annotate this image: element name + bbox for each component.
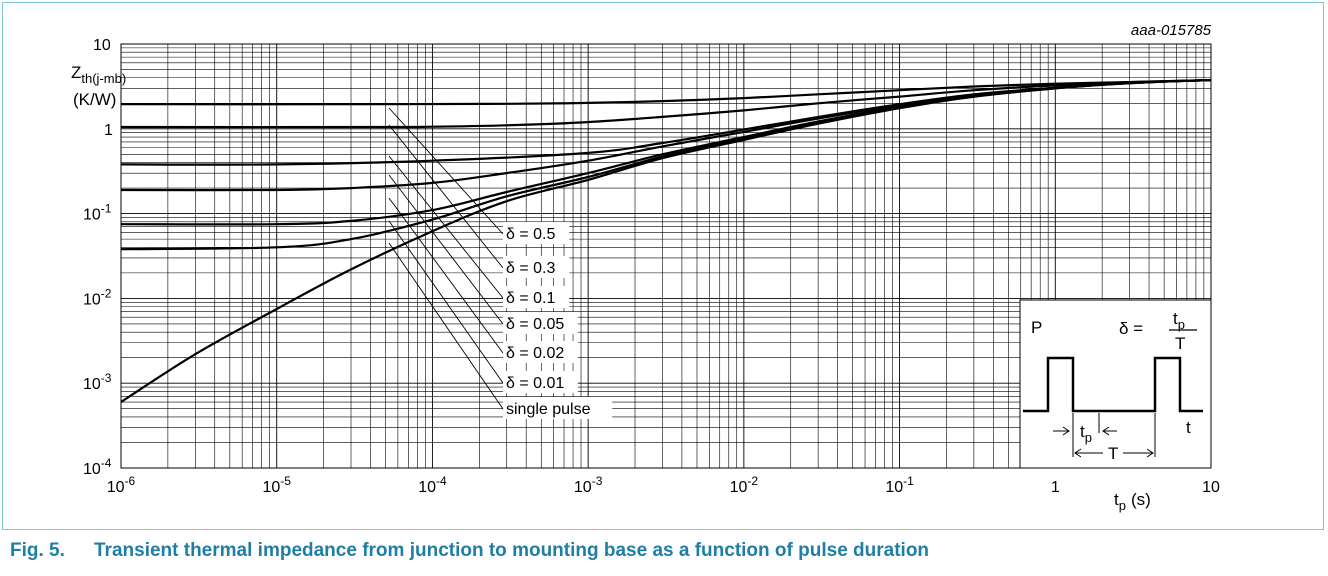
series-label: δ = 0.05 (506, 316, 564, 333)
chart: 10-6 10-5 10-4 10-3 10-2 10-1 1 10 10-4 10-3 10-2… (71, 22, 1220, 513)
series-label-bg (503, 286, 570, 308)
inset-period-arrow-left (1074, 448, 1103, 458)
y-tick-label: 10-3 (83, 371, 112, 393)
figure-number: Fig. 5. (10, 540, 65, 561)
leader-line (388, 197, 504, 354)
inset-tp-arrow-right (1102, 426, 1117, 436)
inset-p-label: P (1031, 318, 1042, 337)
leader-line (388, 220, 504, 384)
x-tick-label: 10-6 (107, 474, 136, 496)
x-tick-label: 10-5 (262, 474, 291, 496)
y-tick-label: 10-1 (83, 202, 112, 224)
series-label: δ = 0.5 (506, 226, 555, 243)
y-axis-unit: (K/W) (73, 90, 116, 109)
leader-line (388, 107, 504, 235)
x-tick-label: 10-4 (418, 474, 447, 496)
x-tick-label: 10-2 (730, 474, 759, 496)
inset-period-arrow-right (1123, 448, 1154, 458)
plot-area-border (120, 43, 1212, 469)
leader-line (388, 124, 504, 269)
series-label-bg (503, 312, 578, 334)
figure-frame: 10-6 10-5 10-4 10-3 10-2 10-1 1 10 10-4 10-3 10-2… (2, 2, 1324, 530)
x-tick-label: 10-1 (885, 474, 914, 496)
inset-tp-arrow-left (1053, 426, 1070, 436)
series-label: δ = 0.02 (506, 345, 564, 362)
x-tick-label: 1 (1051, 479, 1060, 496)
inset-t-label: t (1186, 418, 1191, 437)
series-label: δ = 0.1 (506, 290, 555, 307)
inset-duty-numerator: tp (1173, 309, 1185, 332)
series-label-bg (503, 341, 578, 363)
figure-caption: Fig. 5. Transient thermal impedance from … (10, 540, 929, 562)
x-tick-label: 10 (1202, 479, 1220, 496)
y-axis-label: Zth(j-mb) (71, 63, 126, 86)
duty-cycle-inset: P δ = tp T tp t T (1019, 299, 1212, 469)
series-curve (120, 79, 1212, 403)
x-tick-label: 10-3 (574, 474, 603, 496)
inset-duty-denominator: T (1175, 334, 1185, 353)
series-curve (120, 79, 1212, 129)
y-tick-label: 10-2 (83, 286, 112, 308)
y-tick-label: 10-4 (83, 456, 112, 478)
y-tick-label: 1 (104, 122, 113, 139)
series-labels: δ = 0.5 δ = 0.3 δ = 0.1 δ = 0.05 δ = 0.02 δ =… (503, 222, 613, 419)
series-label: single pulse (506, 401, 591, 418)
y-tick-labels: 10-4 10-3 10-2 10-1 1 10 (83, 37, 113, 478)
series-label: δ = 0.01 (506, 375, 564, 392)
figure-title: Transient thermal impedance from junctio… (94, 540, 930, 561)
chart-code: aaa-015785 (1131, 22, 1212, 39)
y-tick-label: 10 (93, 37, 111, 54)
x-axis-label: tp (s) (1114, 490, 1151, 513)
series-label-bg (503, 256, 570, 278)
leader-line (388, 242, 504, 410)
inset-pulse-waveform (1023, 356, 1203, 413)
label-leader-lines (388, 107, 504, 410)
leader-line (388, 155, 504, 299)
curves (120, 79, 1212, 403)
inset-duty-formula: δ = (1119, 319, 1143, 338)
series-label-bg (503, 222, 570, 244)
leader-line (388, 174, 504, 325)
series-curve (120, 79, 1212, 106)
series-label-bg (503, 397, 613, 419)
series-label-bg (503, 371, 578, 393)
series-curve (120, 79, 1212, 166)
inset-period-label: T (1108, 444, 1118, 463)
series-label: δ = 0.3 (506, 260, 555, 277)
inset-tp-label: tp (1080, 422, 1092, 445)
series-curve (120, 79, 1212, 192)
x-tick-labels: 10-6 10-5 10-4 10-3 10-2 10-1 1 10 (107, 474, 1220, 496)
